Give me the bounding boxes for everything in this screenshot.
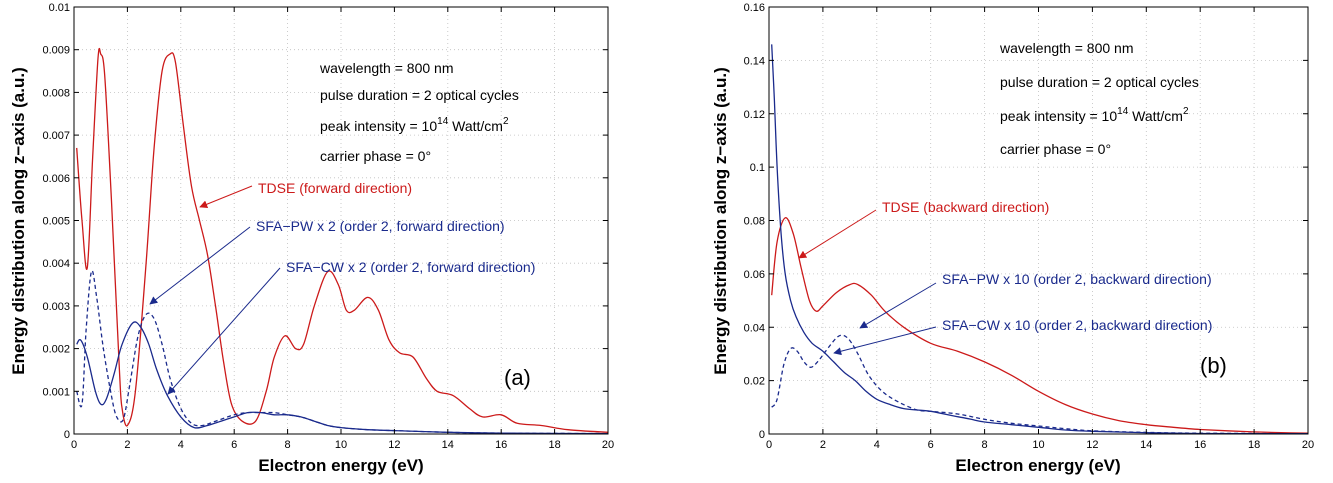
panel-a-y-tick-label: 0.008: [42, 87, 70, 99]
panel-a-intensity-pre: peak intensity = 10: [320, 118, 437, 134]
panel-b-y-tick-label: 0.04: [744, 322, 765, 334]
panel-b-y-tick-label: 0.12: [744, 109, 765, 121]
panel-a-x-axis-label: Electron energy (eV): [258, 456, 423, 475]
panel-b-x-tick-label: 14: [1140, 439, 1152, 451]
panel-b-x-tick-label: 16: [1194, 439, 1206, 451]
panel-b-arrow-tdse: [798, 209, 877, 259]
panel-b-y-tick-label: 0.14: [744, 55, 765, 67]
panel-b-y-tick-label: 0.1: [750, 162, 765, 174]
panel-a-y-tick-label: 0.009: [42, 45, 70, 57]
panel-b-arrow-sfa-pw: [859, 282, 937, 329]
panel-b-x-axis-label: Electron energy (eV): [955, 456, 1120, 475]
panel-a-y-tick-label: 0.003: [42, 301, 70, 313]
panel-b-y-axis-label: Energy distribution along z−axis (a.u.): [711, 67, 730, 374]
panel-b-x-tick-label: 18: [1248, 439, 1260, 451]
panel-a-intensity-exp: 14: [437, 116, 449, 127]
panel-a: 0 2 4 6 8 10 12 14 16 18 20 0 0.001 0.002 0.003 0.004 0.…: [9, 2, 614, 475]
panel-b-x-tick-label: 10: [1032, 439, 1044, 451]
panel-a-x-tick-label: 6: [231, 439, 237, 451]
panel-a-x-tick-label: 2: [124, 439, 130, 451]
panel-a-x-tick-label: 8: [285, 439, 291, 451]
panel-b-annotation-tdse: TDSE (backward direction): [882, 199, 1049, 215]
panel-b-info-wavelength: wavelength = 800 nm: [999, 40, 1133, 56]
panel-a-info-pulse-duration: pulse duration = 2 optical cycles: [320, 87, 519, 103]
panel-b-x-tick-label: 12: [1086, 439, 1098, 451]
panel-b-x-tick-label: 6: [928, 439, 934, 451]
panel-a-ticks: 0 2 4 6 8 10 12 14 16 18 20 0 0.001 0.002 0.003 0.004 0.…: [42, 2, 614, 451]
panel-a-x-tick-label: 20: [602, 439, 614, 451]
panel-b-annotation-sfa-pw: SFA−PW x 10 (order 2, backward direction…: [942, 271, 1212, 287]
panel-a-y-axis-label: Energy distribution along z−axis (a.u.): [9, 67, 28, 374]
panel-a-x-tick-label: 14: [442, 439, 454, 451]
panel-b-arrow-sfa-cw: [833, 326, 937, 356]
panel-b-grid: [769, 7, 1308, 434]
panel-b-series-pw-line: [771, 44, 1309, 435]
panel-b-label: (b): [1200, 353, 1227, 378]
panel-a-x-tick-label: 18: [548, 439, 560, 451]
panel-a-info-carrier-phase: carrier phase = 0°: [320, 148, 431, 164]
panel-a-annotation-sfa-pw: SFA−PW x 2 (order 2, forward direction): [256, 218, 505, 234]
panel-b-y-tick-label: 0.02: [744, 376, 765, 388]
panel-a-series-cw-line: [76, 269, 609, 435]
panel-a-label: (a): [504, 365, 531, 390]
panel-b-intensity-exp: 14: [1117, 106, 1129, 117]
panel-b-y-tick-label: 0.08: [744, 216, 765, 228]
panel-b-info-pulse-duration: pulse duration = 2 optical cycles: [1000, 74, 1199, 90]
panel-b: 0 2 4 6 8 10 12 14 16 18 20 0 0.02 0.04 0.06 0.08 0.1 0.1…: [711, 2, 1314, 475]
panel-a-y-tick-label: 0: [64, 429, 70, 441]
panel-a-y-tick-label: 0.006: [42, 173, 70, 185]
panel-a-y-tick-label: 0.002: [42, 344, 70, 356]
panel-b-intensity-unit-exp: 2: [1183, 106, 1189, 117]
panel-a-series-tdse-line: [76, 47, 609, 433]
panel-b-series-tdse-line: [771, 217, 1309, 434]
panel-a-arrow-sfa-pw: [149, 226, 251, 305]
panel-b-y-tick-label: 0.06: [744, 269, 765, 281]
panel-a-x-tick-label: 4: [178, 439, 184, 451]
panel-b-intensity-pre: peak intensity = 10: [1000, 108, 1117, 124]
panel-b-x-tick-label: 20: [1302, 439, 1314, 451]
panel-b-series: [771, 44, 1309, 435]
panel-a-y-tick-label: 0.001: [42, 386, 70, 398]
panel-a-arrow-sfa-cw: [167, 267, 281, 395]
panel-b-info-carrier-phase: carrier phase = 0°: [1000, 141, 1111, 157]
panel-b-annotation-sfa-cw: SFA−CW x 10 (order 2, backward direction…: [942, 317, 1212, 333]
panel-b-x-tick-label: 4: [874, 439, 880, 451]
panel-b-x-tick-label: 8: [982, 439, 988, 451]
panel-b-series-cw-line: [771, 334, 1309, 435]
panel-b-ticks: 0 2 4 6 8 10 12 14 16 18 20 0 0.02 0.04 0.06 0.08 0.1 0.1…: [744, 2, 1315, 451]
panel-a-y-tick-label: 0.004: [42, 258, 70, 270]
panel-a-annotation-tdse: TDSE (forward direction): [258, 180, 412, 196]
panel-a-intensity-unit: Watt/cm: [448, 118, 503, 134]
panel-a-info-peak-intensity: peak intensity = 1014 Watt/cm2: [320, 116, 509, 134]
panel-a-intensity-unit-exp: 2: [503, 116, 509, 127]
panel-a-x-tick-label: 10: [335, 439, 347, 451]
panel-a-series: [76, 47, 609, 435]
panel-b-x-tick-label: 2: [820, 439, 826, 451]
panel-a-x-tick-label: 12: [388, 439, 400, 451]
panel-a-y-tick-label: 0.007: [42, 130, 70, 142]
panel-a-info-wavelength: wavelength = 800 nm: [319, 60, 453, 76]
panel-a-x-tick-label: 16: [495, 439, 507, 451]
panel-a-y-tick-label: 0.005: [42, 216, 70, 228]
panel-a-y-tick-label: 0.01: [49, 2, 70, 14]
panel-b-y-tick-label: 0.16: [744, 2, 765, 14]
panel-b-x-tick-label: 0: [766, 439, 772, 451]
panel-a-annotation-sfa-cw: SFA−CW x 2 (order 2, forward direction): [286, 259, 535, 275]
panel-a-x-tick-label: 0: [71, 439, 77, 451]
panel-b-info-peak-intensity: peak intensity = 1014 Watt/cm2: [1000, 106, 1189, 124]
panel-b-intensity-unit: Watt/cm: [1128, 108, 1183, 124]
panel-b-y-tick-label: 0: [759, 429, 765, 441]
panel-a-arrow-tdse: [199, 185, 253, 209]
